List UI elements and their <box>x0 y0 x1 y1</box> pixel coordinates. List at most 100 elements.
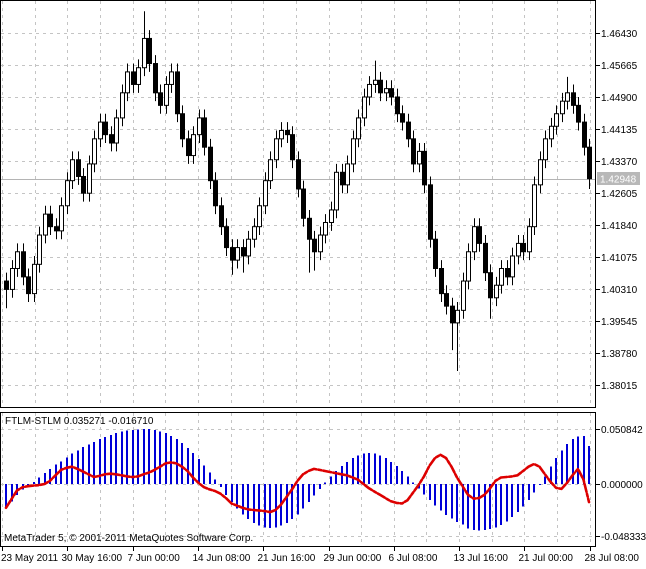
ftlm-bar <box>33 481 35 484</box>
candlestick-layer <box>4 11 592 371</box>
ftlm-bar <box>308 484 310 502</box>
candle <box>76 151 81 185</box>
candle <box>411 130 416 173</box>
ftlm-bar <box>264 484 266 528</box>
ftlm-bar <box>456 484 458 522</box>
indicator-tick-label: 0.000000 <box>601 480 643 491</box>
candle <box>296 151 301 198</box>
candle <box>213 172 218 215</box>
ftlm-bar <box>324 482 326 484</box>
candle <box>246 230 251 265</box>
ftlm-bar <box>143 429 145 484</box>
ftlm-bar <box>572 439 574 484</box>
price-tick-label: 1.44135 <box>601 125 638 136</box>
candle <box>180 105 185 148</box>
price-badge-value: 1.42948 <box>600 175 637 186</box>
ftlm-bar <box>286 484 288 523</box>
candle <box>131 63 136 93</box>
price-tick-label: 1.39545 <box>601 317 638 328</box>
candle <box>109 126 114 152</box>
candle <box>48 205 53 236</box>
ftlm-bar <box>379 455 381 484</box>
ftlm-bar <box>478 484 480 531</box>
ftlm-bar <box>363 453 365 484</box>
indicator-axis[interactable]: 0.050842 0.000000 -0.048333 <box>595 425 646 543</box>
ftlm-bar <box>88 444 90 484</box>
ftlm-bar <box>291 484 293 520</box>
ftlm-bar <box>66 457 68 484</box>
candle <box>191 126 196 164</box>
ftlm-bar <box>181 443 183 484</box>
ftlm-bar <box>368 453 370 484</box>
ftlm-bar <box>434 484 436 506</box>
ftlm-bar <box>489 484 491 529</box>
ftlm-bar <box>159 431 161 484</box>
price-tick-label: 1.42605 <box>601 189 638 200</box>
ftlm-bar <box>214 479 216 484</box>
candle <box>202 109 207 156</box>
ftlm-bar <box>5 484 7 508</box>
candle <box>576 97 581 131</box>
ftlm-bar <box>407 476 409 484</box>
candle <box>142 11 147 77</box>
ftlm-bar <box>495 484 497 528</box>
ftlm-bar <box>517 484 519 513</box>
candle <box>208 138 213 190</box>
candle <box>241 239 246 273</box>
candle <box>455 301 460 371</box>
ftlm-bar <box>374 453 376 484</box>
indicator-label: FTLM-STLM 0.035271 -0.016710 <box>5 416 154 427</box>
ftlm-bar <box>484 484 486 530</box>
ftlm-bar <box>522 484 524 507</box>
candle <box>54 218 59 240</box>
candle <box>582 113 587 156</box>
ftlm-bar <box>165 433 167 484</box>
ftlm-bar <box>247 484 249 520</box>
ftlm-bar <box>561 450 563 484</box>
ftlm-bar <box>93 441 95 484</box>
candle <box>477 218 482 252</box>
ftlm-bar <box>440 484 442 511</box>
candle <box>186 130 191 164</box>
candle <box>367 76 372 106</box>
time-tick-label: 21 Jul 00:00 <box>519 553 574 564</box>
time-tick-label: 29 Jun 00:00 <box>324 553 382 564</box>
ftlm-bar <box>99 439 101 484</box>
price-tick-label: 1.43370 <box>601 157 638 168</box>
candle <box>290 126 295 169</box>
ftlm-bar <box>275 484 277 528</box>
candle <box>285 122 290 144</box>
candle <box>103 113 108 144</box>
candle <box>10 260 15 298</box>
ftlm-bar <box>82 447 84 484</box>
main-grid-layer <box>1 1 595 407</box>
ftlm-bar <box>385 458 387 484</box>
price-tick-label: 1.41840 <box>601 221 638 232</box>
candle <box>389 80 394 106</box>
ftlm-bar <box>253 484 255 523</box>
candle <box>488 264 493 319</box>
candle <box>32 255 37 302</box>
candle <box>224 218 229 256</box>
candle <box>345 155 350 194</box>
candle <box>510 247 515 286</box>
main-chart-frame <box>0 0 596 408</box>
price-badge-background <box>597 172 640 185</box>
candle <box>450 297 455 351</box>
ftlm-bar <box>313 484 315 496</box>
ftlm-bar <box>390 461 392 484</box>
candle <box>4 272 9 309</box>
candle <box>59 197 64 240</box>
ftlm-bar <box>49 468 51 484</box>
ftlm-bar <box>192 453 194 484</box>
time-tick-label: 14 Jun 08:00 <box>193 553 251 564</box>
ftlm-bar <box>132 429 134 484</box>
candle <box>417 143 422 173</box>
price-axis[interactable]: 1.46430 1.45665 1.44900 1.44135 1.43370 1.426… <box>595 29 638 392</box>
candle <box>340 163 345 194</box>
ftlm-bar <box>269 484 271 528</box>
candle <box>87 155 92 202</box>
time-axis[interactable]: 23 May 2011 30 May 16:00 7 Jun 00:00 14 Jun… <box>1 546 639 565</box>
